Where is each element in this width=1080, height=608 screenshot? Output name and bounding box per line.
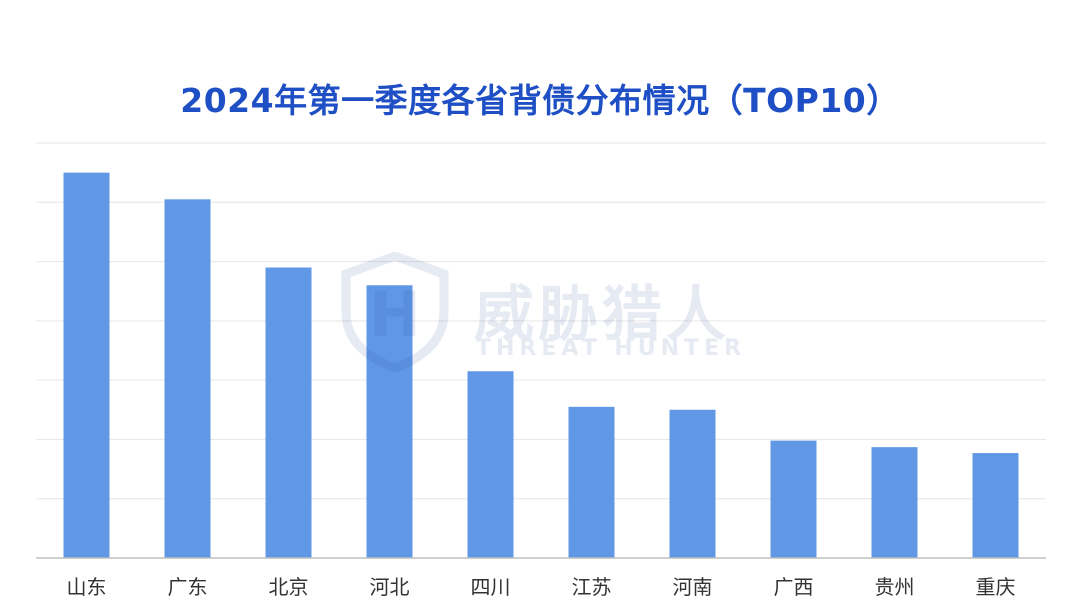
bar-8 xyxy=(871,447,918,558)
category-label-0: 山东 xyxy=(67,575,107,599)
category-label-5: 江苏 xyxy=(572,575,612,599)
bar-7 xyxy=(770,440,817,558)
category-label-2: 北京 xyxy=(269,575,309,599)
category-label-9: 重庆 xyxy=(976,575,1016,599)
bar-0 xyxy=(63,172,110,558)
bar-6 xyxy=(669,409,716,558)
bar-3 xyxy=(366,285,413,558)
category-label-3: 河北 xyxy=(370,575,410,599)
category-label-6: 河南 xyxy=(673,575,713,599)
category-label-1: 广东 xyxy=(168,575,208,599)
bar-4 xyxy=(467,371,514,558)
bars xyxy=(63,172,1019,559)
category-labels: 山东 广东 北京 河北 四川 江苏 河南 广西 贵州 重庆 xyxy=(67,575,1016,599)
chart-title: 2024年第一季度各省背债分布情况（TOP10） xyxy=(180,81,900,120)
category-label-8: 贵州 xyxy=(875,575,915,599)
bar-5 xyxy=(568,406,615,558)
bar-2 xyxy=(265,267,312,558)
category-label-7: 广西 xyxy=(774,575,814,599)
bar-9 xyxy=(972,453,1019,558)
bar-1 xyxy=(164,199,211,559)
category-label-4: 四川 xyxy=(471,575,511,599)
